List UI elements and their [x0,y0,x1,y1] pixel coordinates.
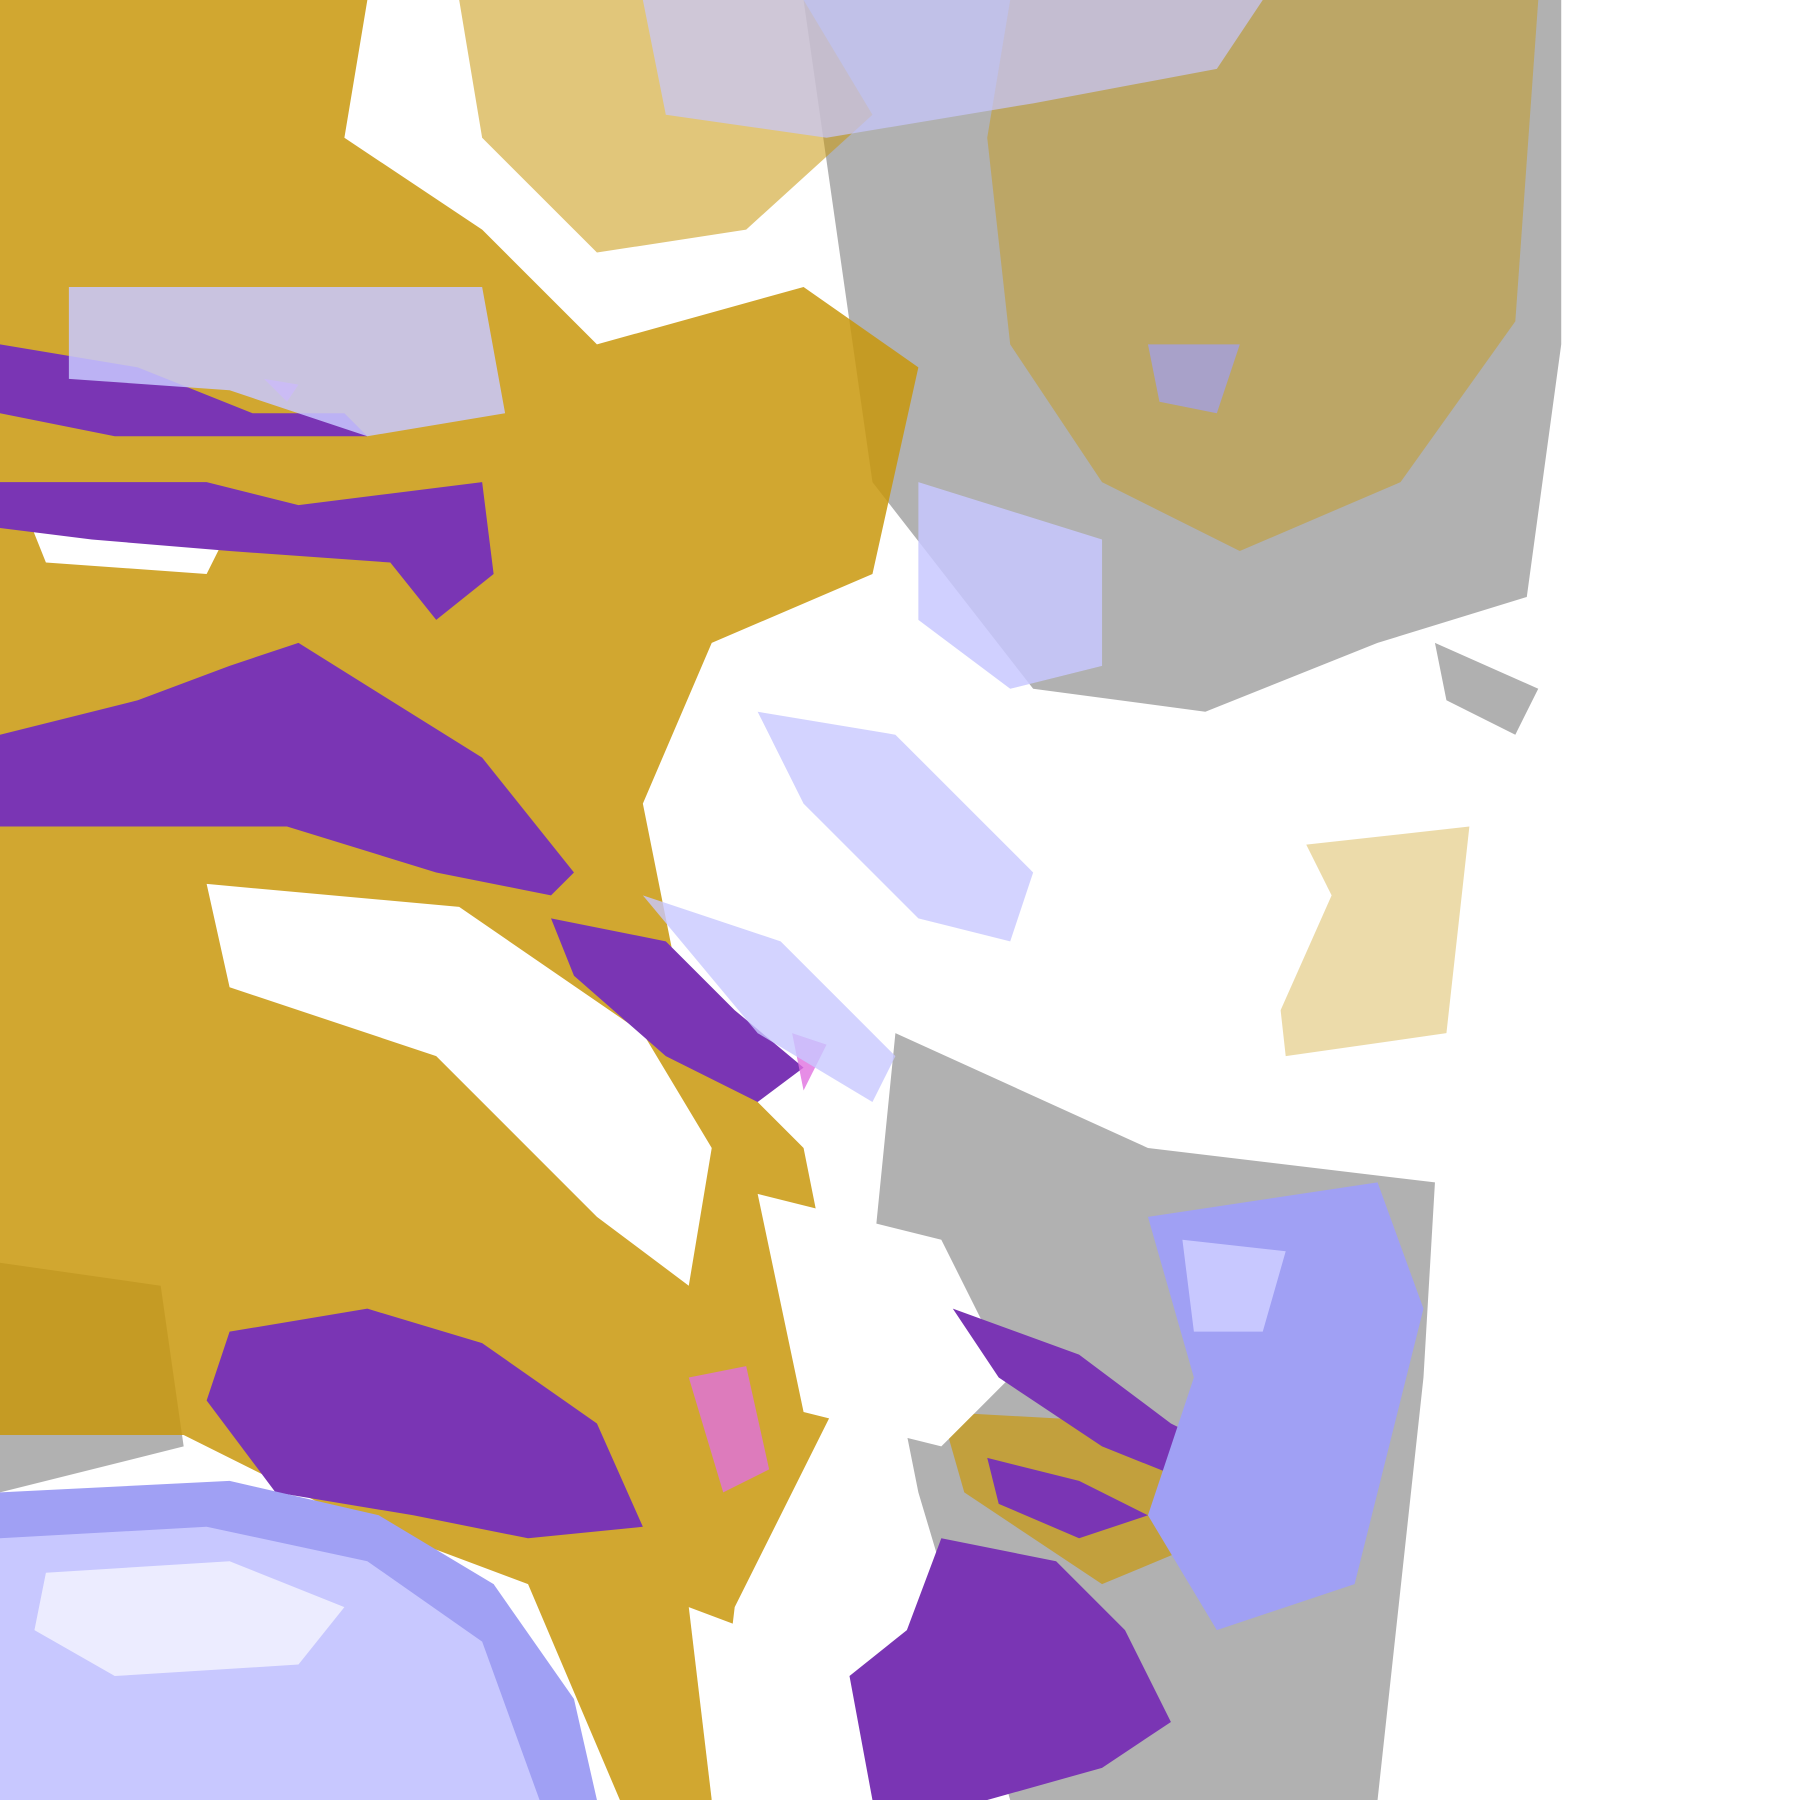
clear-sky-regions [22,505,1332,1800]
lavender-cloud-regions [0,0,1424,1800]
